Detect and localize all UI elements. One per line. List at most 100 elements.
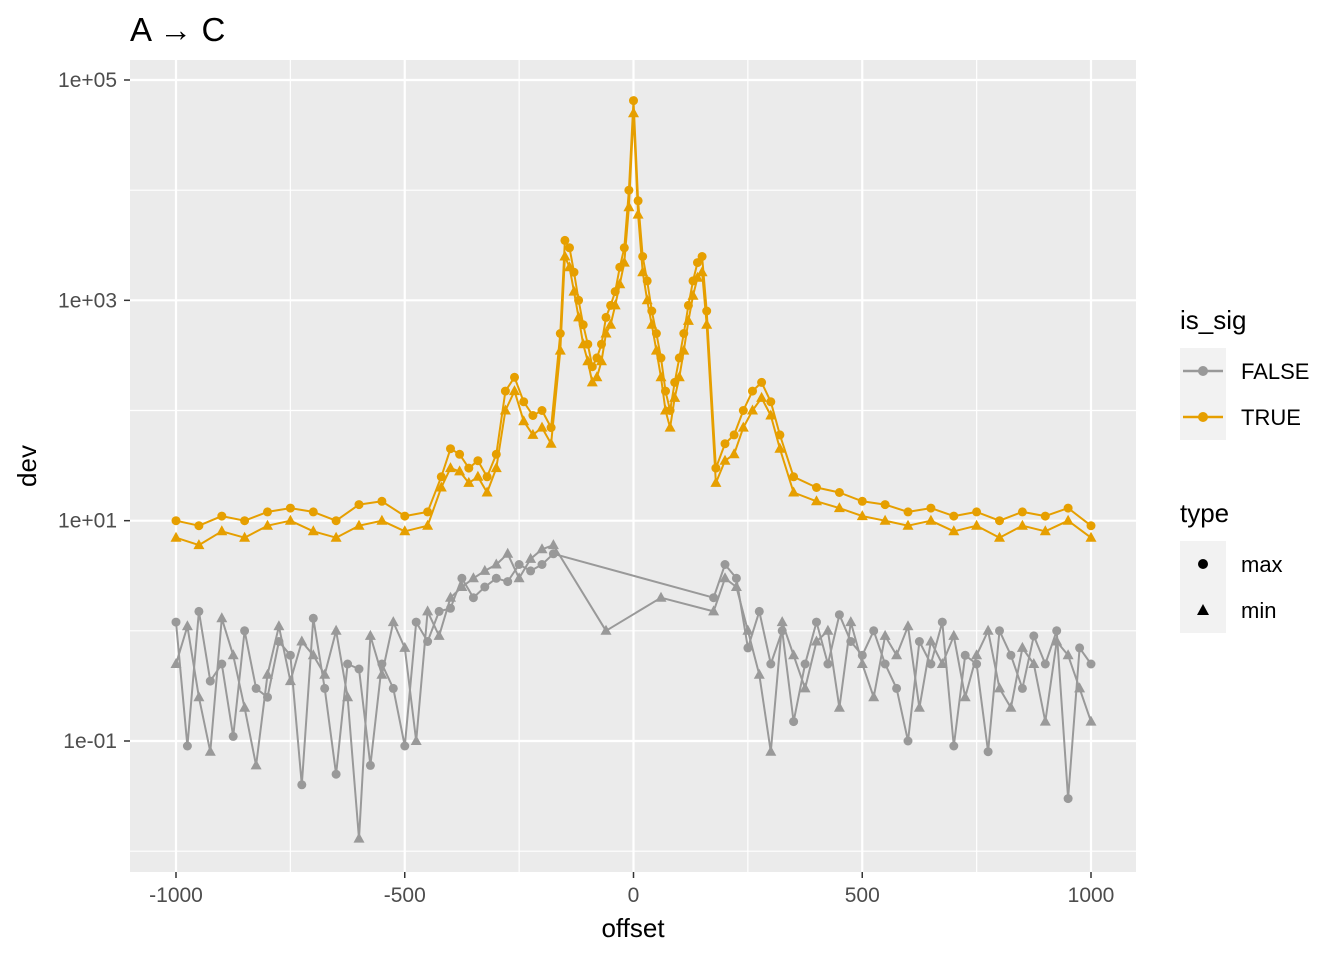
point-true-min: [262, 519, 273, 530]
point-true-max: [555, 329, 565, 338]
point-true-max: [642, 276, 652, 286]
point-true-max: [546, 423, 556, 433]
point-true-max: [629, 96, 638, 106]
axis-layer: -1000 -500 0 500 1000 1e-01 1e+01 1e+03 1e+05: [58, 69, 1114, 907]
point-false-min: [1051, 635, 1063, 646]
point-false-max: [720, 560, 730, 569]
point-true-min: [664, 421, 676, 432]
x-tick-label: -1000: [149, 884, 203, 907]
point-true-min: [445, 462, 456, 473]
point-true-min: [490, 462, 502, 473]
point-true-max: [354, 500, 364, 510]
point-true-min: [925, 514, 937, 525]
point-false-max: [251, 683, 261, 693]
point-true-max: [578, 320, 588, 330]
point-false-max: [480, 582, 490, 592]
point-false-min: [376, 668, 388, 679]
point-true-max: [880, 500, 890, 510]
point-true-max: [665, 406, 675, 415]
point-true-max: [683, 300, 693, 310]
point-true-min: [536, 421, 548, 432]
point-false-max: [457, 573, 467, 583]
point-false-min: [822, 624, 834, 635]
point-true-max: [610, 287, 620, 297]
point-false-min: [479, 564, 491, 575]
legend-title-type: type: [1180, 498, 1229, 528]
point-false-min: [655, 591, 667, 602]
point-false-min: [868, 691, 880, 702]
point-true-min: [994, 531, 1005, 542]
point-false-min: [879, 629, 891, 640]
point-true-max: [995, 516, 1004, 526]
point-false-max: [194, 606, 204, 616]
point-false-min: [547, 539, 559, 550]
point-true-min: [737, 421, 749, 432]
point-false-max: [365, 760, 375, 770]
point-false-max: [960, 650, 970, 660]
point-true-min: [527, 428, 539, 439]
point-false-max: [892, 683, 902, 693]
point-true-min: [399, 525, 411, 536]
point-true-max: [638, 252, 648, 261]
point-true-min: [605, 318, 617, 329]
point-false-min: [433, 629, 445, 640]
point-true-max: [615, 262, 625, 272]
point-true-min: [774, 442, 786, 453]
y-axis-title: dev: [12, 445, 42, 487]
point-true-max: [670, 377, 680, 387]
point-false-min: [742, 624, 754, 635]
point-true-max: [647, 306, 657, 316]
point-true-max: [1017, 507, 1027, 517]
point-true-min: [696, 266, 708, 277]
legend-key-false-point: [1198, 366, 1208, 376]
point-true-max: [194, 521, 204, 531]
point-false-max: [926, 659, 936, 669]
point-true-max: [766, 397, 776, 407]
point-false-min: [216, 612, 228, 623]
point-false-max: [297, 780, 307, 790]
point-false-min: [913, 701, 925, 712]
point-false-max: [503, 577, 513, 587]
point-true-min: [472, 470, 484, 481]
point-true-max: [624, 185, 634, 195]
point-false-max: [789, 717, 799, 727]
y-tick-label: 1e+01: [58, 510, 117, 533]
point-true-min: [811, 495, 822, 506]
point-false-min: [1062, 649, 1074, 660]
point-true-min: [788, 486, 800, 497]
point-true-max: [789, 472, 799, 482]
point-false-max: [731, 573, 741, 583]
point-true-max: [702, 306, 712, 316]
point-true-max: [473, 456, 483, 466]
point-true-max: [697, 252, 707, 261]
point-true-min: [435, 481, 447, 492]
point-false-max: [766, 659, 776, 669]
point-true-max: [482, 472, 492, 482]
point-false-min: [227, 649, 239, 660]
point-false-min: [776, 616, 788, 627]
point-false-min: [936, 658, 948, 668]
point-true-max: [528, 411, 538, 420]
point-false-min: [502, 547, 514, 558]
point-false-min: [959, 691, 971, 702]
point-false-min: [845, 616, 857, 627]
point-true-max: [633, 196, 643, 206]
point-true-max: [569, 267, 579, 277]
point-false-max: [995, 626, 1004, 636]
point-true-max: [592, 353, 602, 363]
point-false-min: [204, 745, 216, 756]
point-true-min: [596, 355, 607, 366]
point-false-min: [181, 620, 193, 631]
point-false-max: [1063, 794, 1073, 804]
point-false-min: [1074, 682, 1086, 693]
point-false-min: [364, 629, 376, 640]
legend-label-max: max: [1241, 552, 1283, 577]
legend-layer: is_sig FALSE TRUE type max min: [1180, 305, 1309, 633]
x-tick-label: 500: [845, 884, 880, 907]
point-true-min: [330, 531, 342, 542]
point-true-max: [455, 449, 465, 459]
point-true-max: [1040, 511, 1050, 521]
point-false-min: [971, 649, 983, 660]
point-true-min: [307, 525, 319, 536]
point-true-min: [193, 539, 205, 550]
